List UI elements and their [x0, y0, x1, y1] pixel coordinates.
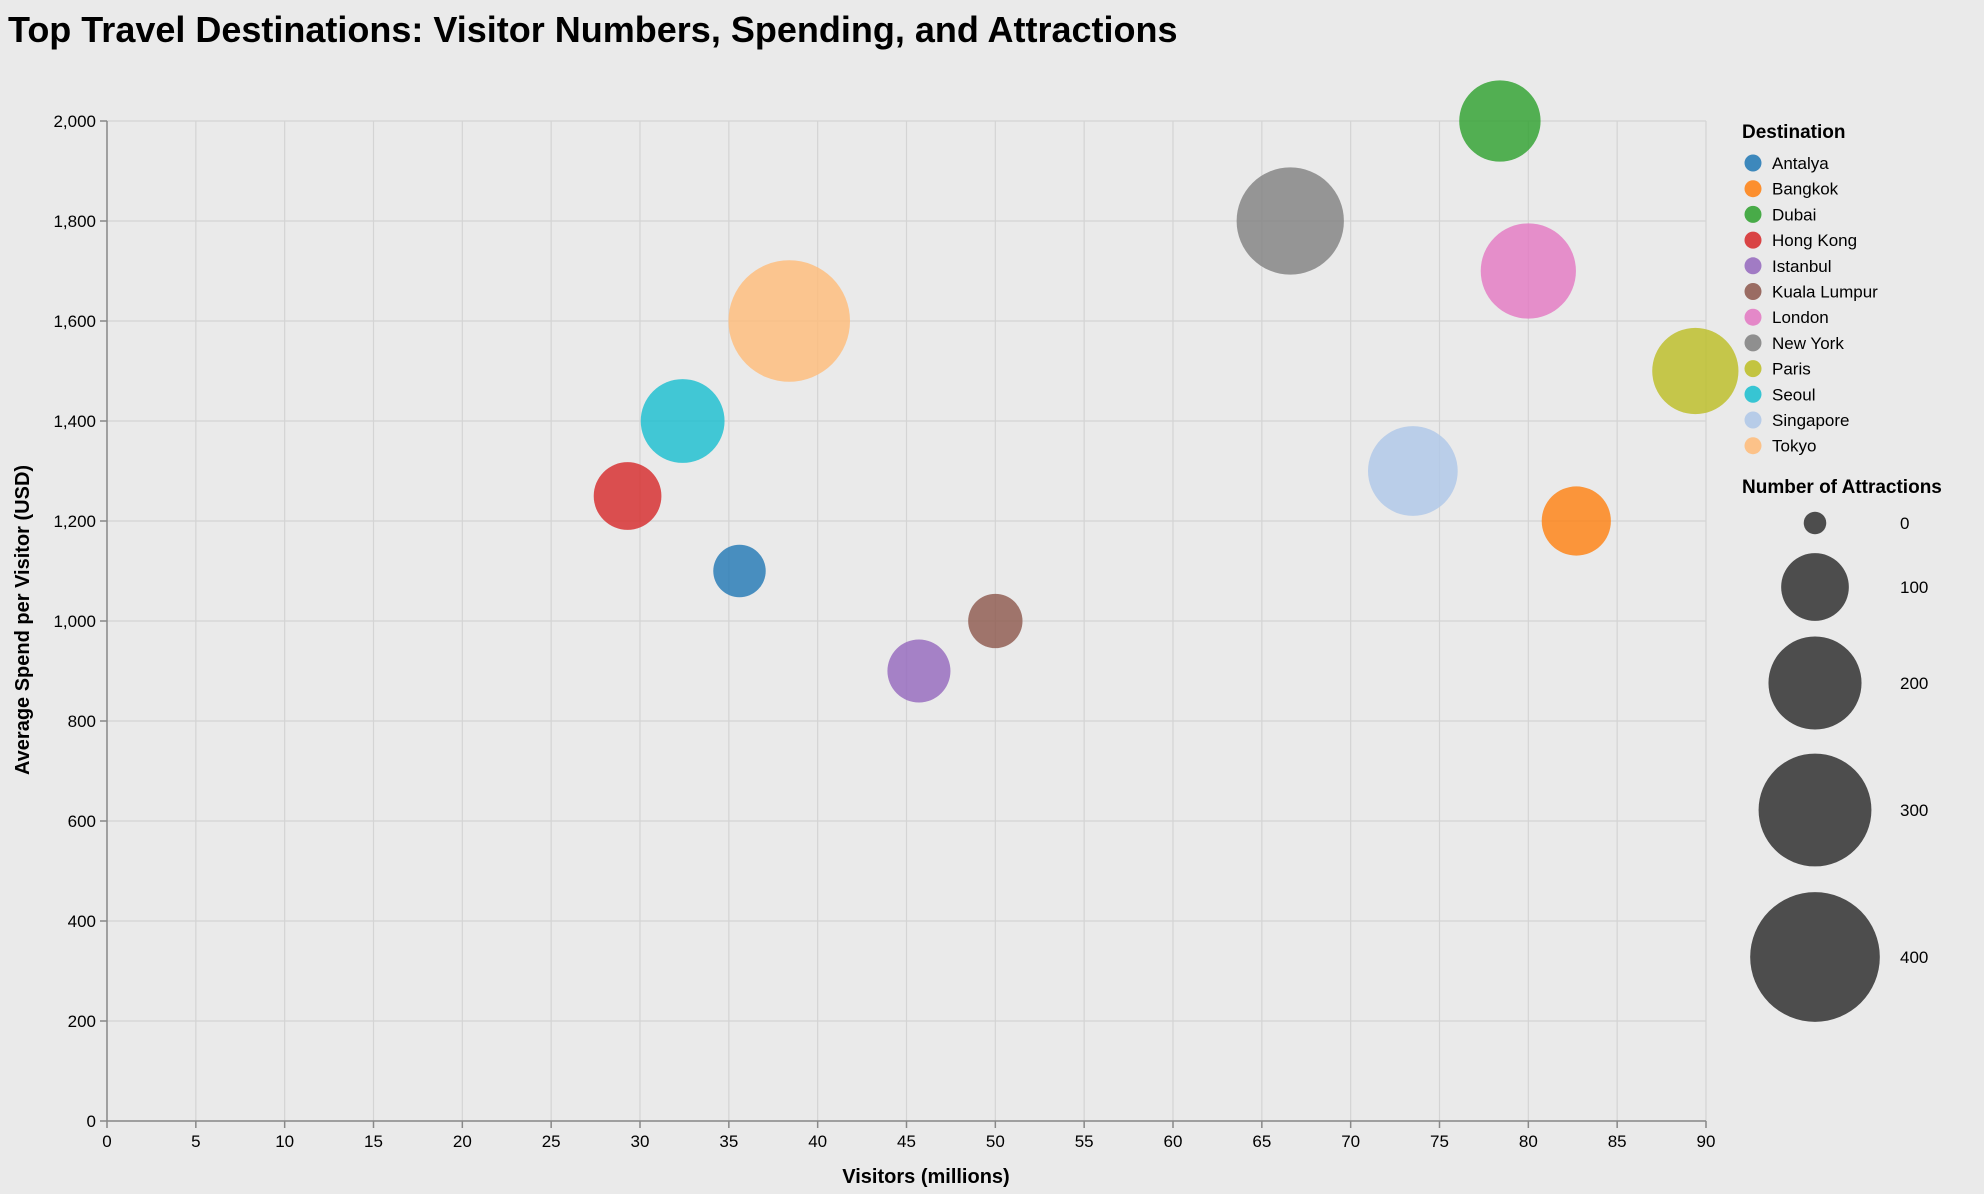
size-legend-circle	[1803, 511, 1827, 535]
bubble-seoul	[640, 379, 725, 463]
x-tick-label: 0	[102, 1132, 111, 1151]
bubble-paris	[1652, 327, 1739, 415]
size-legend-circle	[1758, 753, 1872, 867]
bubble-kuala-lumpur	[968, 593, 1023, 649]
axes: 0 5 10 15 20 25 30 35 40 45 50 55 60 65 70 75 80 85 90 0 200…	[53, 112, 1715, 1151]
x-tick-label: 5	[191, 1132, 200, 1151]
x-tick-label: 35	[719, 1132, 738, 1151]
x-tick-label: 85	[1608, 1132, 1627, 1151]
x-tick-label: 55	[1075, 1132, 1094, 1151]
x-tick-label: 60	[1164, 1132, 1183, 1151]
size-legend-title: Number of Attractions	[1742, 477, 1942, 498]
legend-label: Seoul	[1772, 385, 1815, 404]
legend-swatch	[1744, 154, 1762, 172]
legend-label: London	[1772, 308, 1829, 327]
legend-swatch	[1744, 334, 1762, 352]
legend-swatch	[1744, 308, 1762, 326]
y-axis-title: Average Spend per Visitor (USD)	[12, 465, 34, 775]
bubble-dubai	[1459, 80, 1541, 162]
size-legend-circle	[1781, 553, 1849, 621]
bubble-bangkok	[1541, 486, 1611, 556]
color-legend: Destination Antalya Bangkok Dubai Hong Kong I…	[1742, 122, 1878, 456]
x-tick-label: 90	[1697, 1132, 1716, 1151]
bubble-singapore	[1367, 426, 1458, 516]
legend-swatch	[1744, 411, 1762, 429]
size-legend-label: 300	[1900, 801, 1928, 820]
y-tick-label: 800	[68, 712, 96, 731]
size-legend-label: 0	[1900, 514, 1909, 533]
y-tick-label: 200	[68, 1012, 96, 1031]
bubbles	[593, 80, 1739, 703]
legend-swatch	[1744, 283, 1762, 300]
legend-swatch	[1744, 385, 1762, 403]
y-tick-label: 0	[87, 1112, 96, 1131]
bubble-hong-kong	[593, 462, 662, 530]
x-tick-label: 15	[364, 1132, 383, 1151]
legend-label: New York	[1772, 334, 1844, 353]
x-tick-label: 70	[1341, 1132, 1360, 1151]
legend-label: Istanbul	[1772, 257, 1832, 276]
bubble-london	[1480, 223, 1576, 319]
size-legend-label: 100	[1900, 578, 1928, 597]
legend-label: Dubai	[1772, 205, 1816, 224]
y-tick-label: 600	[68, 812, 96, 831]
x-tick-label: 45	[897, 1132, 916, 1151]
y-tick-label: 2,000	[53, 112, 96, 131]
size-legend-circle	[1750, 892, 1880, 1022]
legend-swatch	[1744, 437, 1762, 455]
legend-label: Singapore	[1772, 411, 1850, 430]
bubble-istanbul	[887, 639, 951, 703]
x-tick-label: 25	[542, 1132, 561, 1151]
legend-label: Paris	[1772, 360, 1811, 379]
legend-swatch	[1744, 257, 1762, 275]
legend-swatch	[1744, 231, 1762, 249]
legend-label: Kuala Lumpur	[1772, 283, 1878, 302]
legend-label: Tokyo	[1772, 437, 1816, 456]
size-legend: Number of Attractions 0 100 200 300 400	[1742, 477, 1942, 1022]
grid-lines	[106, 120, 1707, 1122]
color-legend-title: Destination	[1742, 122, 1845, 143]
legend-swatch	[1744, 205, 1762, 223]
x-tick-label: 75	[1430, 1132, 1449, 1151]
size-legend-label: 200	[1900, 674, 1928, 693]
x-tick-label: 80	[1519, 1132, 1538, 1151]
size-legend-label: 400	[1900, 948, 1928, 967]
bubble-antalya	[713, 544, 766, 598]
legend-label: Bangkok	[1772, 180, 1839, 199]
legend-label: Hong Kong	[1772, 231, 1857, 250]
x-tick-label: 20	[453, 1132, 472, 1151]
y-tick-label: 1,600	[53, 312, 96, 331]
bubble-new-york	[1236, 167, 1344, 275]
y-tick-label: 400	[68, 912, 96, 931]
y-tick-label: 1,400	[53, 412, 96, 431]
legend-swatch	[1744, 180, 1762, 198]
size-legend-circle	[1768, 636, 1862, 730]
x-tick-label: 65	[1252, 1132, 1271, 1151]
chart-title: Top Travel Destinations: Visitor Numbers…	[8, 9, 1178, 50]
y-tick-label: 1,000	[53, 612, 96, 631]
x-tick-label: 50	[986, 1132, 1005, 1151]
x-tick-label: 40	[808, 1132, 827, 1151]
legend-swatch	[1744, 360, 1762, 378]
y-tick-label: 1,800	[53, 212, 96, 231]
x-tick-label: 30	[631, 1132, 650, 1151]
legend-label: Antalya	[1772, 154, 1829, 173]
x-tick-label: 10	[275, 1132, 294, 1151]
bubble-tokyo	[728, 260, 851, 382]
x-axis-title: Visitors (millions)	[842, 1166, 1009, 1188]
y-tick-label: 1,200	[53, 512, 96, 531]
